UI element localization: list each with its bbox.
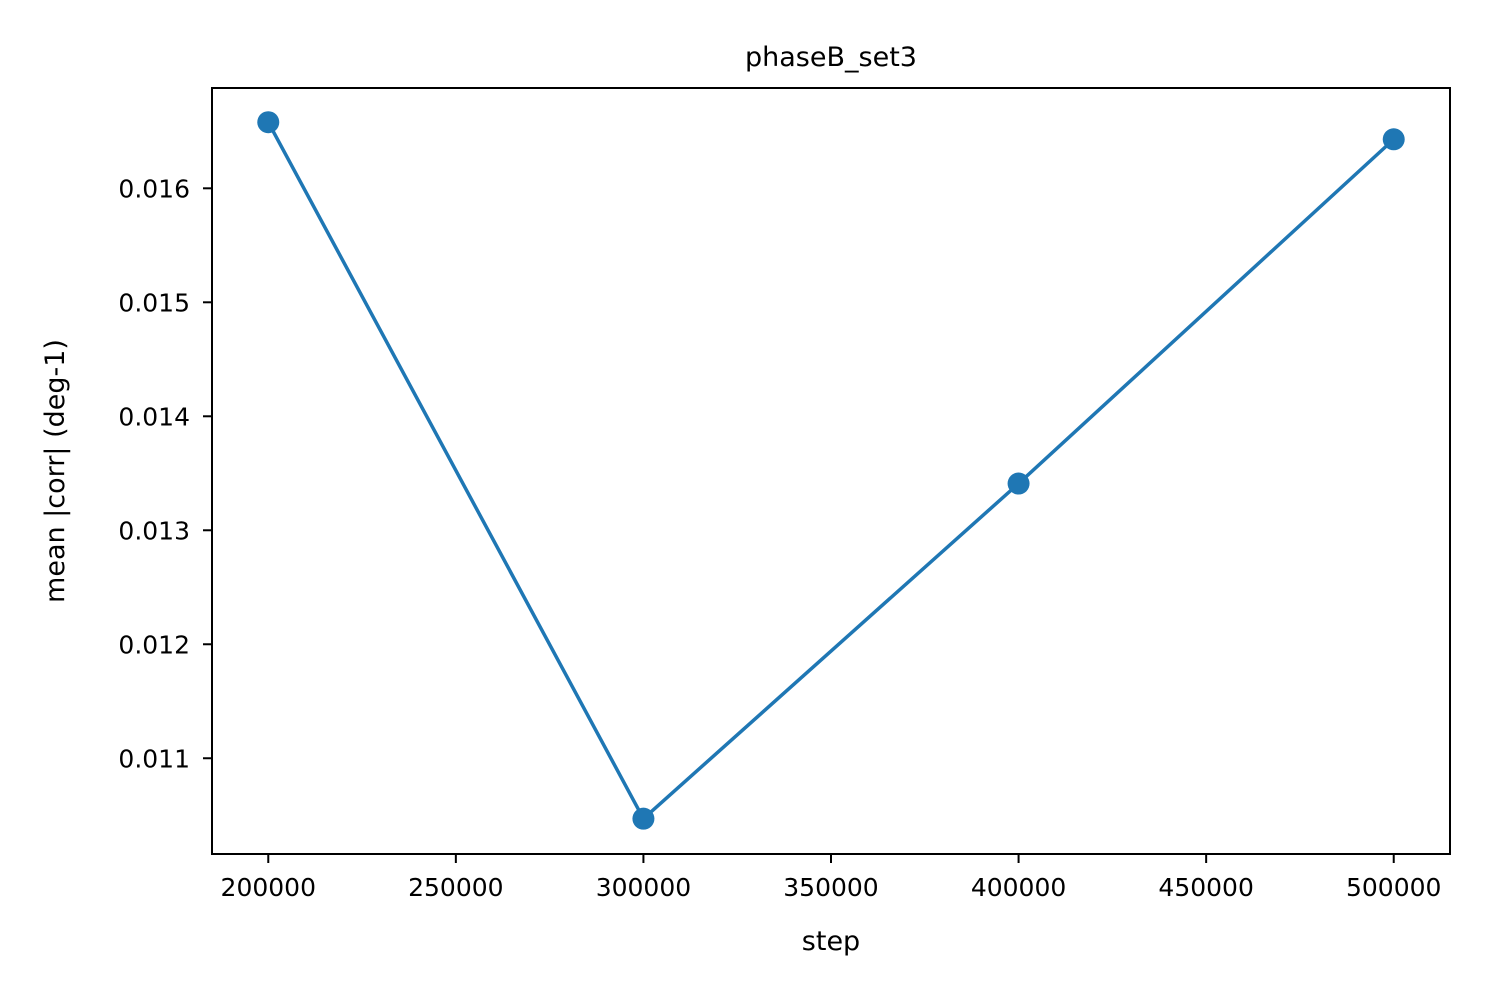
- x-tick-label: 450000: [1158, 873, 1253, 902]
- x-tick-label: 350000: [783, 873, 878, 902]
- x-axis-label: step: [802, 926, 860, 957]
- chart-title: phaseB_set3: [745, 42, 917, 73]
- y-axis: 0.011 0.012 0.013 0.014 0.015 0.016: [118, 174, 212, 773]
- x-tick-label: 300000: [596, 873, 691, 902]
- data-point: [1007, 472, 1030, 495]
- y-tick-label: 0.016: [118, 174, 190, 203]
- x-axis: 200000 250000 300000 350000 400000 450000 5000…: [221, 854, 1441, 902]
- y-axis-label: mean |corr| (deg-1): [40, 339, 71, 603]
- data-point: [632, 807, 655, 830]
- y-tick-label: 0.011: [118, 744, 190, 773]
- y-tick-label: 0.014: [118, 402, 190, 431]
- axes-frame: [211, 87, 1451, 855]
- series-line: [265, 119, 1397, 821]
- y-tick-label: 0.015: [118, 288, 190, 317]
- data-point: [1382, 128, 1405, 151]
- plot-area: [257, 111, 1405, 830]
- y-tick-label: 0.013: [118, 516, 190, 545]
- x-tick-label: 500000: [1346, 873, 1441, 902]
- x-tick-label: 200000: [221, 873, 316, 902]
- x-tick-label: 400000: [971, 873, 1066, 902]
- x-tick-label: 250000: [408, 873, 503, 902]
- y-tick-label: 0.012: [118, 630, 190, 659]
- data-point: [257, 111, 280, 134]
